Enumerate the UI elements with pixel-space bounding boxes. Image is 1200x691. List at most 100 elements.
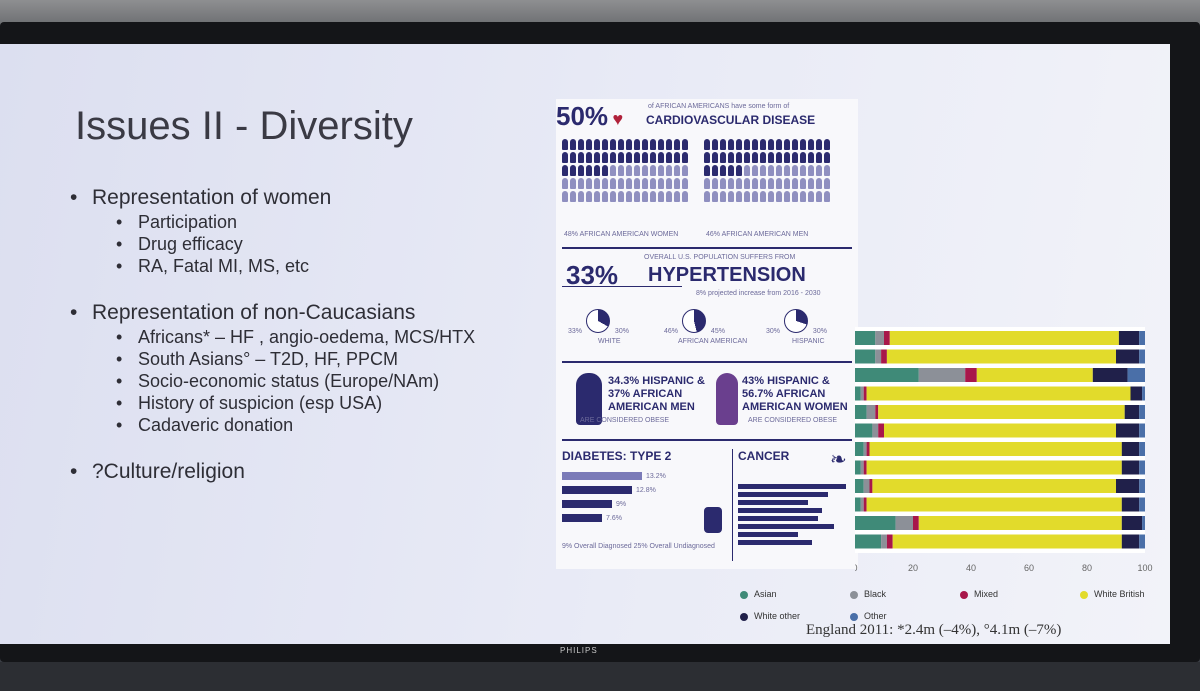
person-icon xyxy=(704,152,710,163)
legend-item: White British xyxy=(1080,589,1145,599)
bullet-list: • Representation of women • Participation … xyxy=(70,184,475,485)
diabetes-title: DIABETES: TYPE 2 xyxy=(562,449,672,463)
bar-segment-black xyxy=(866,405,876,419)
bullet-non-caucasians: • Representation of non-Caucasians xyxy=(70,301,416,324)
diabetes-value: 12.8% xyxy=(636,486,656,494)
person-icon xyxy=(792,191,798,202)
person-icon xyxy=(784,178,790,189)
person-icon xyxy=(570,191,576,202)
person-icon xyxy=(626,139,632,150)
person-icon xyxy=(792,152,798,163)
person-icon xyxy=(562,178,568,189)
person-icon xyxy=(752,191,758,202)
man-icon xyxy=(576,373,602,425)
person-icon xyxy=(760,178,766,189)
htn-projection: 8% projected increase from 2016 - 2030 xyxy=(696,290,821,297)
x-tick-label: 0 xyxy=(855,563,858,573)
bar-segment-white-british xyxy=(866,386,1131,401)
bar-segment-asian xyxy=(855,349,876,364)
person-icon xyxy=(760,152,766,163)
person-icon xyxy=(610,152,616,163)
person-icon xyxy=(800,165,806,176)
diabetes-foot: 9% Overall Diagnosed 25% Overall Undiagn… xyxy=(562,543,715,550)
bar-segment-white-british xyxy=(889,331,1119,345)
person-icon xyxy=(712,165,718,176)
bar-segment-white-other xyxy=(1116,349,1140,364)
bar-segment-white-other xyxy=(1116,423,1140,438)
sub-bullet: • Drug efficacy xyxy=(116,234,243,254)
ribbon-icon: ❧ xyxy=(830,449,847,471)
person-icon xyxy=(610,165,616,176)
bar-segment-other xyxy=(1139,349,1145,364)
person-icon xyxy=(562,152,568,163)
obese-tag: ARE CONSIDERED OBESE xyxy=(580,417,670,424)
person-icon xyxy=(642,165,648,176)
person-icon xyxy=(816,152,822,163)
person-icon xyxy=(736,152,742,163)
pie-label: HISPANIC xyxy=(792,338,825,345)
person-icon xyxy=(610,191,616,202)
person-icon xyxy=(666,191,672,202)
person-icon xyxy=(728,139,734,150)
person-icon xyxy=(776,152,782,163)
person-icon xyxy=(712,191,718,202)
bar-segment-asian xyxy=(855,460,861,475)
bar-segment-other xyxy=(1139,405,1145,419)
sub-bullet: • RA, Fatal MI, MS, etc xyxy=(116,256,310,276)
person-icon xyxy=(618,152,624,163)
person-icon xyxy=(744,191,750,202)
person-icon xyxy=(712,152,718,163)
bar-segment-black xyxy=(875,349,882,364)
sub-bullet: • History of suspicion (esp USA) xyxy=(116,393,383,413)
person-icon xyxy=(586,165,592,176)
person-icon xyxy=(824,139,830,150)
obese-women-text: 43% HISPANIC & 56.7% AFRICAN AMERICAN WO… xyxy=(742,375,848,413)
bar-segment-other xyxy=(1127,368,1145,382)
person-icon xyxy=(650,178,656,189)
bar-segment-white-other xyxy=(1121,534,1140,549)
woman-icon xyxy=(716,373,738,425)
person-icon xyxy=(784,139,790,150)
person-icon xyxy=(704,178,710,189)
pie-white xyxy=(586,309,611,333)
x-tick-label: 20 xyxy=(908,563,918,573)
heart-icon: ♥ xyxy=(612,109,624,129)
person-icon xyxy=(634,152,640,163)
pie-value: 46% xyxy=(664,328,679,335)
person-icon xyxy=(816,178,822,189)
bar-segment-mixed xyxy=(869,479,873,493)
floor xyxy=(0,662,1200,691)
person-icon xyxy=(658,191,664,202)
person-icon xyxy=(650,191,656,202)
person-icon xyxy=(610,139,616,150)
person-icon xyxy=(626,191,632,202)
men-label: 46% AFRICAN AMERICAN MEN xyxy=(706,231,809,238)
person-icon xyxy=(674,178,680,189)
bar-segment-white-british xyxy=(866,497,1122,512)
person-icon xyxy=(816,165,822,176)
bar-segment-white-british xyxy=(886,349,1116,364)
sub-bullet: • Africans* – HF , angio-oedema, MCS/HTX xyxy=(116,327,476,347)
bar-segment-other xyxy=(1139,331,1145,345)
person-icon xyxy=(720,139,726,150)
person-icon xyxy=(808,165,814,176)
person-icon xyxy=(626,152,632,163)
person-icon xyxy=(704,191,710,202)
x-tick-label: 80 xyxy=(1082,563,1092,573)
bullet-culture: • ?Culture/religion xyxy=(70,460,245,483)
bar-segment-white-other xyxy=(1118,331,1140,345)
bar-segment-black xyxy=(872,423,879,438)
person-icon xyxy=(824,165,830,176)
bar-segment-other xyxy=(1139,423,1145,438)
bar-segment-black xyxy=(895,516,913,530)
person-icon xyxy=(666,139,672,150)
person-icon xyxy=(720,178,726,189)
person-icon xyxy=(594,139,600,150)
person-icon xyxy=(594,191,600,202)
pie-value: 30% xyxy=(614,328,629,335)
person-icon xyxy=(800,139,806,150)
chart-plot-area xyxy=(855,327,1145,553)
diabetes-value: 7.6% xyxy=(606,514,622,522)
pie-value: 45% xyxy=(710,328,725,335)
person-icon xyxy=(736,191,742,202)
